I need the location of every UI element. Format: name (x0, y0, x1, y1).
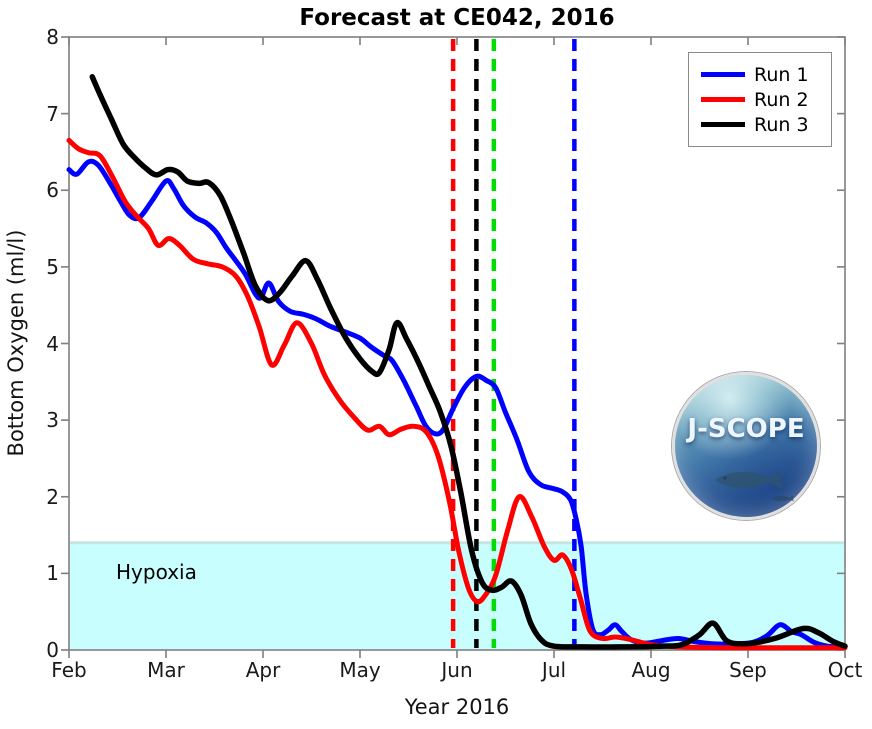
y-tick-label-6: 6 (46, 178, 59, 203)
y-tick-label-4: 4 (46, 331, 59, 356)
x-tick-label-jun: Jun (441, 658, 473, 682)
run3-line-swatch (701, 122, 745, 127)
legend-label-run2: Run 2 (754, 88, 809, 111)
x-tick-label-feb: Feb (51, 658, 87, 682)
y-tick-label-0: 0 (46, 638, 59, 662)
x-axis-label: Year 2016 (404, 695, 510, 719)
x-tick-label-jul: Jul (541, 658, 567, 682)
jscope-logo-text: J-SCOPE (687, 414, 805, 444)
legend: Run 1 Run 2 Run 3 (688, 52, 832, 147)
chart-title: Forecast at CE042, 2016 (299, 5, 615, 31)
fish-icon (715, 471, 784, 489)
x-tick-label-may: May (339, 658, 381, 682)
run1-line-swatch (701, 72, 745, 77)
y-tick-label-5: 5 (46, 254, 59, 279)
x-tick-label-mar: Mar (147, 658, 185, 682)
small-fish-icon (772, 495, 794, 502)
legend-item-run1: Run 1 (701, 62, 825, 87)
run2-line-swatch (701, 97, 745, 102)
hypoxia-band (70, 542, 844, 649)
x-tick-label-sep: Sep (729, 658, 767, 682)
x-tick-label-apr: Apr (245, 658, 281, 682)
series-line-run-3 (89, 74, 848, 650)
y-tick-label-7: 7 (46, 101, 59, 126)
hypoxia-band-label: Hypoxia (116, 560, 197, 584)
y-tick-label-8: 8 (46, 25, 59, 49)
series-line-run-2 (66, 137, 848, 651)
legend-label-run1: Run 1 (754, 63, 809, 86)
y-tick-label-3: 3 (46, 408, 59, 433)
x-tick-label-aug: Aug (631, 658, 671, 682)
jscope-logo: J-SCOPE (672, 372, 820, 520)
legend-item-run3: Run 3 (701, 112, 825, 137)
y-tick-label-2: 2 (46, 484, 59, 509)
y-tick-label-1: 1 (46, 561, 59, 586)
legend-label-run3: Run 3 (754, 113, 809, 136)
x-tick-label-oct: Oct (827, 658, 863, 682)
legend-item-run2: Run 2 (701, 87, 825, 112)
